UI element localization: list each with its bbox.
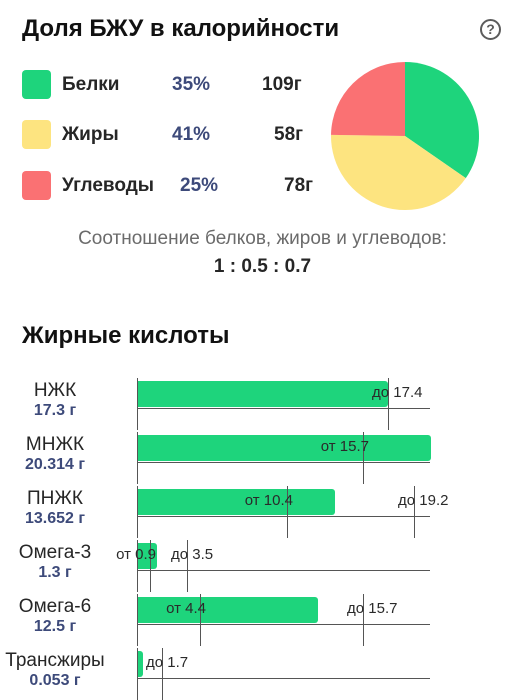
fatty-acid-amount: 1.3 г <box>38 564 72 581</box>
legend-grams: 109г <box>262 74 302 95</box>
legend-item: Углеводы 25% 78г <box>22 171 342 203</box>
fatty-acid-track: от 10.4 до 19.2 <box>137 486 448 538</box>
max-label: до 19.2 <box>398 492 449 509</box>
max-marker <box>162 648 163 700</box>
min-marker <box>287 486 288 538</box>
bar-axis <box>137 462 430 463</box>
fatty-acid-name: Омега-3 <box>18 542 92 563</box>
bar-baseline <box>137 432 138 484</box>
fatty-acid-name: НЖК <box>33 380 77 401</box>
ratio-caption: Соотношение белков, жиров и углеводов: <box>78 228 447 249</box>
fatty-acid-name: Омега-6 <box>18 596 92 617</box>
min-marker <box>150 540 151 592</box>
min-label: от 10.4 <box>244 492 293 509</box>
max-label: до 3.5 <box>171 546 214 563</box>
fatty-acid-amount: 12.5 г <box>33 618 77 635</box>
min-label: от 0.9 <box>116 546 156 563</box>
max-marker <box>388 378 389 430</box>
bar-baseline <box>137 648 138 700</box>
legend-label: Углеводы <box>62 175 154 196</box>
min-marker <box>363 432 364 484</box>
max-marker <box>363 594 364 646</box>
min-label: от 4.4 <box>166 600 206 617</box>
legend-grams: 78г <box>284 175 314 196</box>
legend-percent: 41% <box>172 124 211 145</box>
legend-item: Жиры 41% 58г <box>22 120 342 152</box>
bar-axis <box>137 408 430 409</box>
macros-pie-chart <box>331 62 479 211</box>
fatty-acid-amount: 17.3 г <box>33 402 77 419</box>
fatty-acid-bar <box>138 381 388 407</box>
fatty-acids-title: Жирные кислоты <box>22 322 230 349</box>
fatty-acid-track: от 15.7 <box>137 432 431 484</box>
legend-label: Жиры <box>62 124 119 145</box>
fatty-acid-amount: 13.652 г <box>24 510 86 527</box>
max-label: до 17.4 <box>372 384 423 401</box>
fatty-acid-name: ПНЖК <box>27 488 83 509</box>
bar-baseline <box>137 486 138 538</box>
fatty-acid-track: от 0.9 до 3.5 <box>116 540 430 592</box>
fatty-acid-row: Трансжиры 0.053 г до 1.7 <box>0 648 525 700</box>
fatty-acid-track: до 1.7 <box>137 648 430 700</box>
pie-slice <box>331 62 405 136</box>
legend-swatch <box>22 120 51 149</box>
fatty-acid-amount: 20.314 г <box>24 456 86 473</box>
min-marker <box>200 594 201 646</box>
bar-baseline <box>137 540 138 592</box>
legend-item: Белки 35% 109г <box>22 70 342 102</box>
legend-swatch <box>22 171 51 200</box>
min-label: от 15.7 <box>320 438 369 455</box>
ratio-value: 1 : 0.5 : 0.7 <box>213 256 312 277</box>
max-marker <box>187 540 188 592</box>
bar-axis <box>137 570 430 571</box>
fatty-acid-bar <box>138 489 335 515</box>
fatty-acid-bar <box>138 597 318 623</box>
fatty-acid-track: от 4.4 до 15.7 <box>137 594 430 646</box>
bar-axis <box>137 516 430 517</box>
fatty-acid-track: до 17.4 <box>137 378 430 430</box>
fatty-acid-row: МНЖК 20.314 г от 15.7 <box>0 432 525 484</box>
max-marker <box>414 486 415 538</box>
legend-percent: 35% <box>172 74 211 95</box>
fatty-acid-row: Омега-6 12.5 г от 4.4 до 15.7 <box>0 594 525 646</box>
pie-slice <box>331 134 466 211</box>
max-label: до 15.7 <box>347 600 398 617</box>
fatty-acid-row: НЖК 17.3 г до 17.4 <box>0 378 525 430</box>
pie-slice <box>405 62 479 179</box>
legend-swatch <box>22 70 51 99</box>
bar-axis <box>137 624 430 625</box>
fatty-acid-name: МНЖК <box>25 434 85 455</box>
legend-percent: 25% <box>180 175 219 196</box>
max-label: до 1.7 <box>146 654 189 671</box>
legend-label: Белки <box>62 74 120 95</box>
fatty-acid-bar <box>138 651 143 677</box>
fatty-acid-bar <box>138 543 157 569</box>
help-icon[interactable]: ? <box>480 19 501 40</box>
fatty-acid-name: Трансжиры <box>5 650 105 671</box>
fatty-acid-bar <box>138 435 431 461</box>
bar-baseline <box>137 594 138 646</box>
fatty-acid-row: ПНЖК 13.652 г от 10.4 до 19.2 <box>0 486 525 538</box>
bar-axis <box>137 678 430 679</box>
macros-title: Доля БЖУ в калорийности <box>22 15 340 42</box>
bar-baseline <box>137 378 138 430</box>
fatty-acid-row: Омега-3 1.3 г от 0.9 до 3.5 <box>0 540 525 592</box>
legend-grams: 58г <box>274 124 304 145</box>
fatty-acid-amount: 0.053 г <box>29 672 81 689</box>
